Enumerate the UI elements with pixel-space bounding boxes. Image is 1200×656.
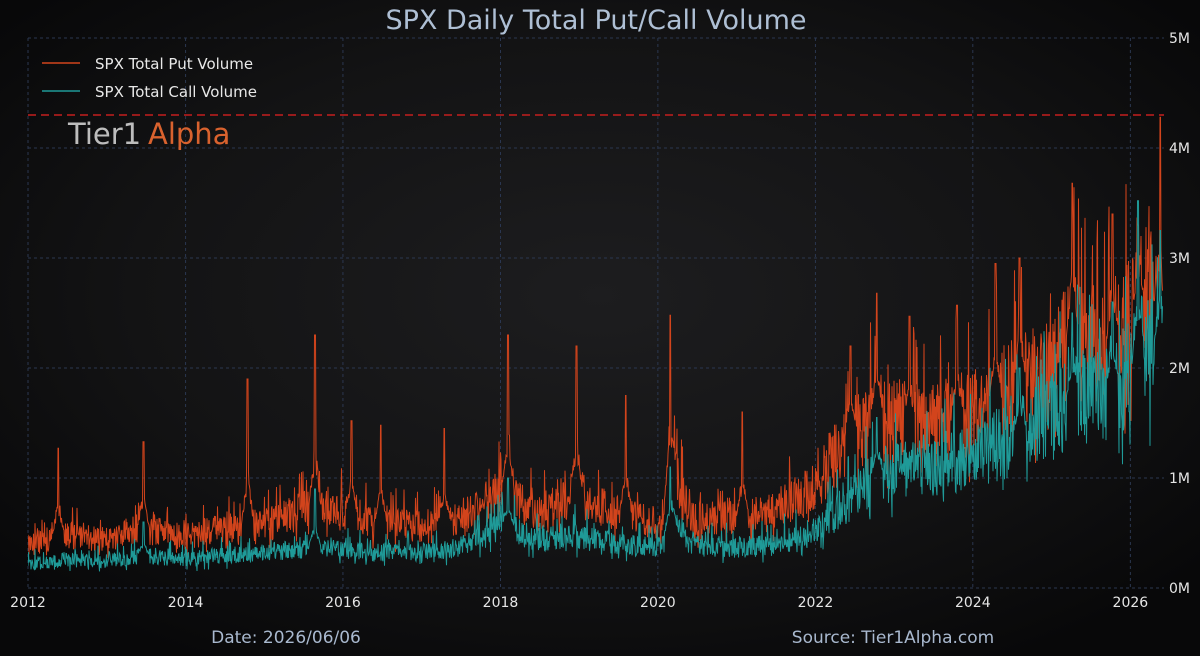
watermark: Tier1 Alpha <box>67 117 230 151</box>
y-tick-label: 1M <box>1169 471 1190 487</box>
chart-title: SPX Daily Total Put/Call Volume <box>385 5 806 36</box>
x-axis-ticks: 2012 2014 2016 2018 2020 2022 2024 2026 <box>10 595 1148 611</box>
y-tick-label: 5M <box>1169 31 1190 47</box>
y-tick-label: 3M <box>1169 251 1190 267</box>
grid <box>27 37 1164 589</box>
watermark-tier1: Tier1 <box>67 117 141 151</box>
source-label: Source: Tier1Alpha.com <box>792 628 994 648</box>
x-tick-label: 2020 <box>640 595 676 611</box>
x-tick-label: 2018 <box>483 595 519 611</box>
y-tick-label: 2M <box>1169 361 1190 377</box>
legend-label-call: SPX Total Call Volume <box>95 83 257 101</box>
x-tick-label: 2014 <box>168 595 204 611</box>
x-tick-label: 2016 <box>325 595 361 611</box>
series-line-put <box>28 116 1163 559</box>
y-axis-ticks: 0M 1M 2M 3M 4M 5M <box>1169 31 1190 597</box>
y-tick-label: 4M <box>1169 141 1190 157</box>
legend-label-put: SPX Total Put Volume <box>95 55 253 73</box>
x-tick-label: 2012 <box>10 595 46 611</box>
series-line-call <box>28 200 1163 572</box>
legend: SPX Total Put Volume SPX Total Call Volu… <box>42 55 257 101</box>
x-tick-label: 2026 <box>1113 595 1149 611</box>
x-tick-label: 2024 <box>955 595 991 611</box>
watermark-alpha: Alpha <box>148 117 230 151</box>
x-tick-label: 2022 <box>798 595 834 611</box>
date-label: Date: 2026/06/06 <box>211 628 361 648</box>
y-tick-label: 0M <box>1169 581 1190 597</box>
